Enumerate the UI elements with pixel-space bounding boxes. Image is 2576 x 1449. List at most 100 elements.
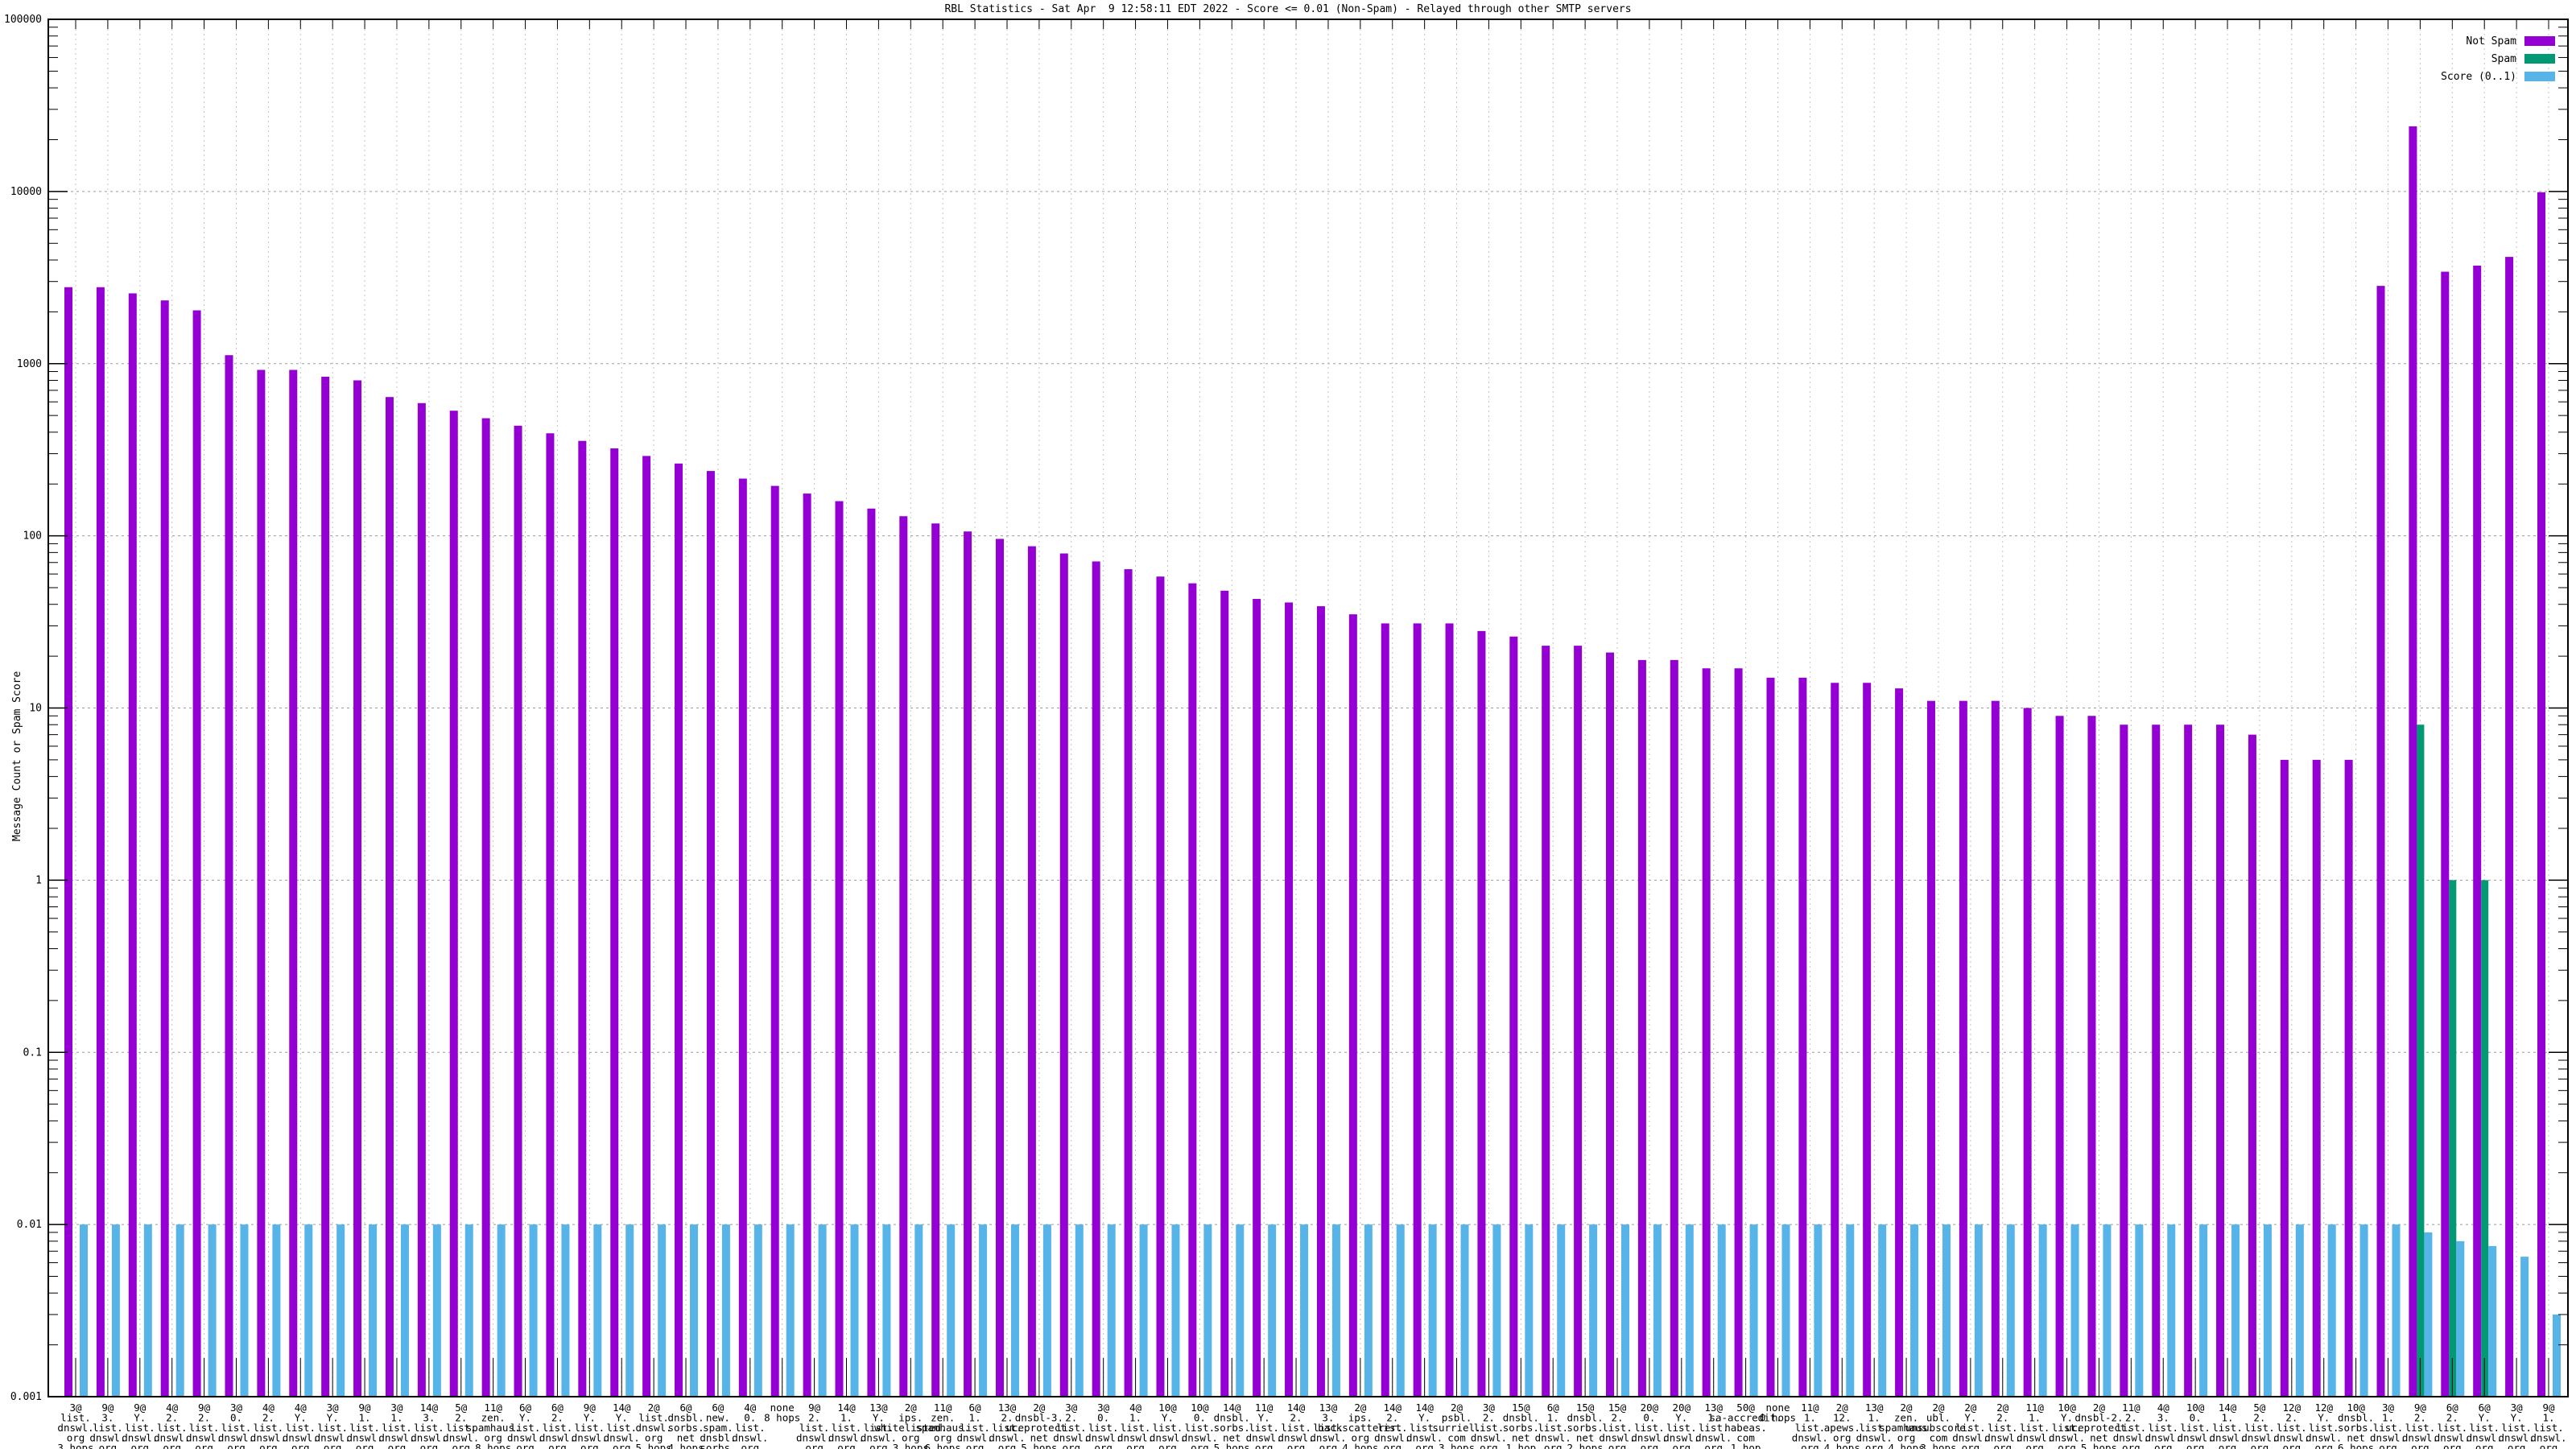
bar-not-spam [2216,724,2225,1397]
chart-title: RBL Statistics - Sat Apr 9 12:58:11 EDT … [944,3,1632,15]
bar-score [2456,1241,2465,1397]
bar-score [1749,1224,1758,1397]
x-tick-label-line: list. [1185,1422,1216,1434]
x-tick-label-line: 6@ [2479,1402,2491,1414]
legend: Not Spam Spam Score (0..1) [2441,32,2555,85]
x-tick-label-line: org [1126,1442,1145,1449]
bar-not-spam [1926,700,1935,1397]
x-tick-label-line: 13@ [1704,1402,1723,1414]
x-tick-label-line: psbl. [1442,1412,1472,1424]
x-tick-label: 15@ dnsbl. sorbs. net 1 hop [1503,1402,1539,1449]
x-tick-label-line: 11@ [2025,1402,2044,1414]
x-tick-label-line: org [99,1442,118,1449]
bar-not-spam [321,376,330,1397]
x-tick-label-line: dnswl. [1085,1432,1121,1444]
x-tick-label-line: org [516,1442,535,1449]
bar-not-spam [385,397,394,1397]
bar-not-spam [225,355,233,1397]
x-tick-label-line: org [484,1432,502,1444]
x-tick-label-line: 1. [1707,1412,1719,1424]
x-tick-label-line: 20@ [1641,1402,1659,1414]
x-tick-label-line: dnswl. [1663,1432,1699,1444]
x-tick-label-line: 2@ [1901,1402,1913,1414]
x-tick-label-line: org [2251,1442,2269,1449]
legend-label-score: Score (0..1) [2441,70,2516,83]
bar-not-spam [1445,623,1454,1397]
x-tick-label-line: org [869,1442,888,1449]
bar-not-spam [1798,677,1807,1397]
x-tick-label-line: org [420,1442,439,1449]
x-tick-label-line: 5 hops [1021,1442,1057,1449]
x-tick-label-line: dnsbl. [2338,1412,2374,1424]
x-tick-label-line: 2. [166,1412,178,1424]
x-tick-label-line: 3@ [230,1402,243,1414]
bar-score [1236,1224,1245,1397]
bar-not-spam [2055,716,2064,1397]
y-tick-label: 1 [35,874,42,886]
x-tick-label-line: 1 hop [1506,1442,1537,1449]
legend-swatch-spam [2524,54,2555,64]
x-tick-label-line: list. [2277,1422,2307,1434]
x-tick-label: 2@ list. dnswl. org 5 hops [636,1402,672,1449]
x-tick-label-line: list. [575,1422,605,1434]
x-tick-label-line: 0. [1643,1412,1655,1424]
bar-score [240,1224,249,1397]
x-tick-label-line: org [131,1442,150,1449]
x-tick-label-line: dnswl. [186,1432,222,1444]
x-tick-label-line: 3@ [1065,1402,1078,1414]
x-tick-label-line: org [1962,1442,1980,1449]
x-tick-label-line: org [2025,1442,2044,1449]
x-tick-label-line: org [2219,1442,2237,1449]
bar-score [2520,1257,2529,1397]
x-tick-label-line: 4 hops [1888,1442,1924,1449]
x-tick-label-line: 20@ [1673,1402,1691,1414]
x-tick-label-line: 3 hops [893,1442,929,1449]
x-tick-label-line: list. [864,1422,894,1434]
bar-score [753,1224,762,1397]
x-tick-label-line: dnswl. [1053,1432,1089,1444]
x-tick-label-line: 1. [840,1412,852,1424]
x-tick-label-line: 1. [2542,1412,2554,1424]
x-tick-label-line: 14@ [837,1402,856,1414]
x-tick-label-line: dnswl. [2467,1432,2503,1444]
x-tick-label-line: 3 hops [1920,1442,1956,1449]
x-tick-label-line: 3@ [327,1402,340,1414]
x-tick-label-line: 10@ [2058,1402,2076,1414]
x-tick-label-line: 11@ [1255,1402,1274,1414]
bar-not-spam [2312,759,2321,1397]
x-tick-label-line: list. [2469,1422,2500,1434]
bar-not-spam [2537,192,2545,1397]
bar-not-spam [1766,677,1775,1397]
x-tick-label-line: 10@ [2186,1402,2205,1414]
x-tick-label-line: list. [285,1422,316,1434]
x-tick-label-line: 2@ [648,1402,661,1414]
x-tick-label-line: list. [799,1422,830,1434]
x-tick-label-line: spamhaus. [466,1422,521,1434]
x-tick-label-line: org [1865,1442,1884,1449]
bar-score [882,1224,891,1397]
x-tick-label-line: ubl. [1926,1412,1951,1424]
bar-not-spam [1027,546,1036,1397]
x-tick-label-line: dnswl. [2402,1432,2438,1444]
x-tick-label-line: 2@ [1996,1402,2009,1414]
x-tick-label-line: unsubscore. [1905,1422,1972,1434]
x-tick-label-line: list. [2052,1422,2083,1434]
bar-score [2103,1224,2112,1397]
y-axis-label: Message Count or Spam Score [11,671,23,841]
y-tick-label: 10 [29,703,42,715]
x-tick-label-line: 9@ [134,1402,147,1414]
bar-score [1974,1224,1983,1397]
bar-score [2006,1224,2015,1397]
x-tick-label-line: dnswl. [57,1422,93,1434]
x-tick-label-line: 0 hops [1760,1412,1796,1424]
y-tick-label: 0.1 [23,1046,42,1059]
